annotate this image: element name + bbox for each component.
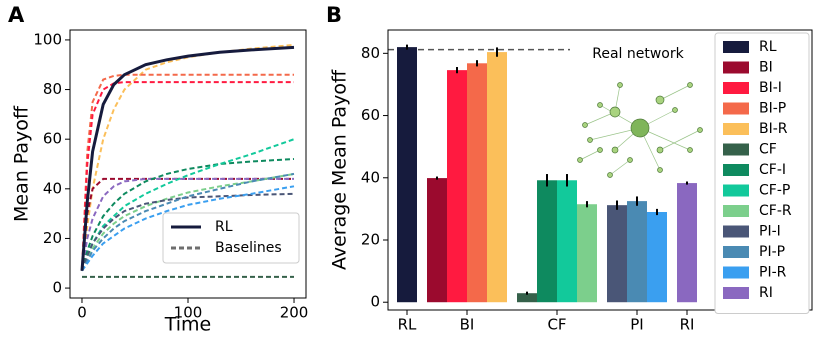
x-tick-label: PI xyxy=(630,316,643,334)
y-tick-label: 60 xyxy=(361,106,380,124)
bar xyxy=(427,178,447,303)
bar xyxy=(647,212,667,303)
bar xyxy=(627,201,647,303)
axes-frame xyxy=(387,29,813,311)
legend-label: PI-R xyxy=(759,265,787,281)
legend-swatch xyxy=(723,184,749,197)
line xyxy=(81,177,294,271)
legend-swatch xyxy=(723,287,749,299)
line xyxy=(81,81,294,271)
legend-label: BI-P xyxy=(759,101,786,117)
line xyxy=(81,172,295,272)
line xyxy=(81,158,295,271)
bar xyxy=(607,205,627,303)
legend-swatch xyxy=(723,266,749,279)
legend-label: CF xyxy=(759,142,777,158)
line xyxy=(81,192,295,272)
x-tick-label: BI xyxy=(460,316,475,334)
legend-swatch xyxy=(723,102,749,115)
legend-label: BI xyxy=(759,60,773,76)
y-tick-label: 20 xyxy=(43,229,62,247)
y-tick-label: 100 xyxy=(33,30,62,48)
panel-label: A xyxy=(8,3,25,27)
bar xyxy=(537,180,557,303)
x-tick-label: 0 xyxy=(77,304,87,322)
legend-swatch xyxy=(723,82,749,94)
line xyxy=(81,73,294,271)
line xyxy=(81,177,294,271)
x-tick-label: 100 xyxy=(174,304,203,322)
x-tick-label: RL xyxy=(398,316,417,334)
legend-label: RL xyxy=(759,39,777,55)
panel-label: B xyxy=(326,3,342,27)
line xyxy=(80,45,295,271)
legend-label: PI-P xyxy=(759,244,785,260)
line xyxy=(81,172,295,272)
legend-swatch xyxy=(723,225,749,238)
bar xyxy=(677,183,697,303)
y-tick-label: 40 xyxy=(43,179,62,197)
annotation: Real network xyxy=(592,46,684,62)
legend-swatch xyxy=(723,143,749,156)
legend-label: BI-R xyxy=(759,121,788,137)
legend: RL BI BI-I BI-P BI-R CF CF-I CF-P CF-R PI-I PI-P PI… xyxy=(714,32,810,314)
legend-label: CF-R xyxy=(759,203,792,219)
y-tick-label: 0 xyxy=(370,293,380,311)
line xyxy=(81,185,295,272)
legend-swatch xyxy=(723,164,749,176)
y-tick-label: 60 xyxy=(43,130,62,148)
legend-swatch xyxy=(723,61,749,74)
y-axis-label: Mean Payoff xyxy=(11,105,33,222)
legend-label: RI xyxy=(759,285,773,301)
y-tick-label: 0 xyxy=(52,279,62,297)
y-tick-label: 80 xyxy=(43,80,62,98)
x-tick-label: RI xyxy=(680,316,695,334)
legend-label: PI-I xyxy=(759,224,781,240)
legend-swatch xyxy=(723,246,749,258)
y-tick-label: 80 xyxy=(361,44,380,62)
network-illustration xyxy=(577,82,703,178)
bar xyxy=(467,63,487,303)
legend-label: RL xyxy=(215,219,233,235)
legend-label: Baselines xyxy=(215,240,282,256)
legend: RL Baselines xyxy=(162,212,300,264)
y-axis-label: Average Mean Payoff xyxy=(329,69,351,270)
y-tick-label: 40 xyxy=(361,168,380,186)
bar xyxy=(397,47,417,303)
bar xyxy=(577,204,597,303)
legend-swatch xyxy=(723,41,749,53)
legend-swatch xyxy=(723,123,749,135)
y-tick-label: 20 xyxy=(361,231,380,249)
bar xyxy=(517,293,537,303)
legend-swatch xyxy=(723,205,749,217)
legend-label: CF-P xyxy=(759,183,790,199)
bar xyxy=(487,52,507,303)
bar xyxy=(557,180,577,303)
legend-label: CF-I xyxy=(759,162,786,178)
x-axis-label: Time xyxy=(164,314,212,336)
legend-label: BI-I xyxy=(759,80,782,96)
x-tick-label: CF xyxy=(547,316,566,334)
x-tick-label: 200 xyxy=(280,304,309,322)
bar xyxy=(447,70,467,303)
